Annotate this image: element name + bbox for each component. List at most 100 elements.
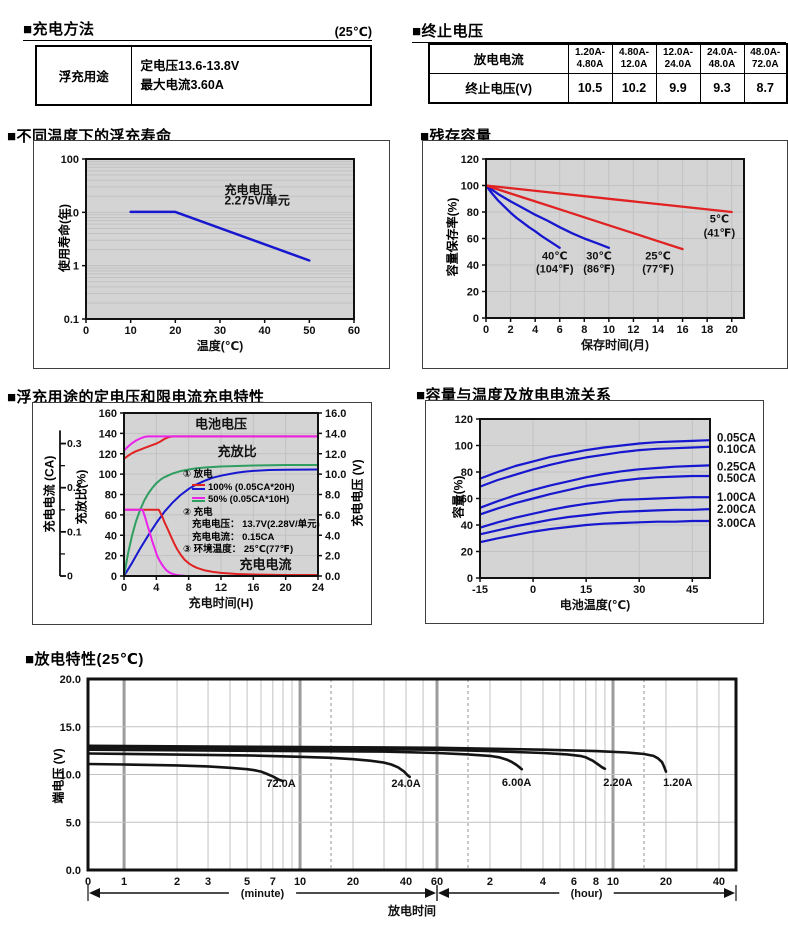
svg-text:20: 20	[347, 876, 359, 888]
legend-row: ① 放电	[183, 469, 320, 482]
svg-text:20: 20	[467, 287, 479, 299]
svg-text:(104℉): (104℉)	[536, 263, 574, 275]
svg-text:20: 20	[105, 551, 117, 563]
legend-label: ② 充电	[183, 506, 213, 518]
capacity-temp-chart: -15 0 15 30 450204060801001200.05CA0.10CA0.2…	[455, 414, 756, 612]
svg-text:3.00CA: 3.00CA	[717, 518, 756, 530]
svg-text:6: 6	[571, 876, 577, 888]
svg-text:25℃: 25℃	[645, 251, 671, 263]
end-voltage-value-cell: 9.9	[655, 72, 701, 104]
svg-text:2: 2	[487, 876, 493, 888]
svg-text:10: 10	[67, 207, 79, 219]
svg-text:10: 10	[294, 876, 306, 888]
svg-text:4: 4	[540, 876, 547, 888]
end-voltage-header-cell: 终止电压(V)	[428, 72, 569, 104]
legend-row: ③ 环境温度： 25℃(77℉)	[183, 544, 320, 557]
svg-text:5: 5	[244, 876, 250, 888]
constant-voltage-value: 定电压13.6-13.8V	[140, 59, 240, 74]
legend-label: 100% (0.05CA*20H)	[208, 481, 295, 493]
float-life-y-axis-label: 使用寿命(年)	[57, 204, 72, 272]
svg-text:0: 0	[467, 573, 473, 585]
svg-text:20: 20	[280, 582, 292, 594]
end-voltage-value-cell: 9.3	[699, 72, 745, 104]
residual-capacity-chart: 0 2 4 6 8 10 12 14 16 18 20 0 20 40 60 80 100 120 40℃(104℉…	[461, 154, 745, 352]
svg-text:充放比: 充放比	[218, 444, 257, 459]
svg-text:4.0: 4.0	[325, 530, 340, 542]
end-voltage-value-cell: 8.7	[743, 72, 788, 104]
range-line: 24.0A	[664, 58, 692, 70]
temp-note: (25℃)	[334, 25, 372, 39]
legend-row: 100% (0.05CA*20H)	[183, 482, 320, 495]
svg-text:100: 100	[461, 181, 479, 193]
svg-text:50: 50	[303, 325, 315, 337]
svg-text:120: 120	[461, 154, 479, 166]
table-row: 浮充用途 定电压13.6-13.8V 最大电流3.60A	[35, 45, 372, 106]
chart-legend: ① 放电 100% (0.05CA*20H) 50% (0.05CA*10H) ② 充…	[183, 469, 320, 557]
charging-method-table: 浮充用途 定电压13.6-13.8V 最大电流3.60A	[35, 45, 372, 106]
svg-text:8: 8	[186, 582, 192, 594]
range-line: 48.0A	[708, 58, 736, 70]
svg-text:20: 20	[660, 876, 672, 888]
float-life-chart-panel: 0 10 20 30 40 50 60 0.1 1 10 100 充电电压 2.275V/单元 温度(℃)	[33, 140, 390, 369]
charging-spec-cell: 定电压13.6-13.8V 最大电流3.60A	[130, 45, 372, 106]
svg-text:0: 0	[483, 324, 489, 336]
row-header-label: 浮充用途	[58, 70, 109, 84]
svg-text:20.0: 20.0	[60, 674, 81, 686]
voltage-value: 9.9	[669, 80, 687, 95]
svg-text:40: 40	[467, 260, 479, 272]
svg-text:0.25CA: 0.25CA	[717, 462, 756, 474]
legend-swatch	[192, 483, 205, 492]
current-range-cell: 48.0A- 72.0A	[743, 43, 788, 74]
svg-text:5.0: 5.0	[66, 817, 81, 829]
svg-text:40: 40	[461, 520, 473, 532]
row-header-label: 放电电流	[473, 53, 524, 68]
svg-text:(77℉): (77℉)	[642, 263, 674, 275]
svg-text:0.1: 0.1	[64, 314, 79, 326]
range-line: 4.80A	[576, 58, 604, 70]
legend-label: ① 放电	[183, 469, 213, 480]
section-title-charging-method: ■充电方法	[23, 21, 95, 38]
svg-text:4: 4	[153, 582, 160, 594]
svg-text:120: 120	[99, 449, 117, 461]
charge-characteristics-chart-panel: 0 4 8 12 16 20 24 0 20 40 60 80 100 120 140 160 0.0 2.0 4.…	[32, 402, 372, 625]
svg-text:40: 40	[400, 876, 412, 888]
svg-text:2: 2	[174, 876, 180, 888]
svg-text:6.0: 6.0	[325, 510, 340, 522]
section-title-capacity-temp: ■容量与温度及放电电流关系	[416, 387, 612, 404]
svg-text:8.0: 8.0	[325, 490, 340, 502]
voltage-value: 10.2	[621, 80, 647, 95]
svg-text:0.05CA: 0.05CA	[717, 433, 756, 445]
charge-current-axis-label: 充电电流 (CA)	[42, 455, 57, 533]
legend-row: ② 充电	[183, 507, 320, 520]
svg-text:10: 10	[607, 876, 619, 888]
svg-text:保存时间(月): 保存时间(月)	[580, 337, 649, 352]
discharge-chart-container: 0 1 2 3 5 7 10 20 40 60 2 4 6 8 10 20 40 0.0 5.0 10.0 15.0 20…	[0, 668, 788, 945]
legend-label: ③ 环境温度： 25℃(77℉)	[183, 544, 294, 556]
max-current-value: 最大电流3.60A	[140, 77, 224, 92]
svg-text:12: 12	[627, 324, 639, 336]
svg-text:0.2: 0.2	[67, 482, 82, 494]
range-line: 4.80A-	[618, 46, 649, 58]
svg-text:0.0: 0.0	[325, 571, 340, 583]
svg-text:30: 30	[214, 325, 226, 337]
svg-text:10.0: 10.0	[325, 469, 346, 481]
svg-text:2.0: 2.0	[325, 551, 340, 563]
svg-text:6.00A: 6.00A	[502, 777, 531, 789]
svg-text:100: 100	[99, 469, 117, 481]
terminal-voltage-axis-label: 端电压 (V)	[51, 748, 66, 804]
svg-text:7: 7	[270, 876, 276, 888]
svg-text:24: 24	[312, 582, 325, 594]
voltage-value: 9.3	[713, 80, 731, 95]
svg-text:20: 20	[169, 325, 181, 337]
voltage-value: 8.7	[756, 80, 774, 95]
svg-text:14: 14	[652, 324, 665, 336]
svg-text:0.1: 0.1	[67, 526, 82, 538]
table-row: 放电电流 1.20A- 4.80A 4.80A- 12.0A 12.0A- 24.0A…	[428, 43, 788, 74]
range-line: 12.0A	[620, 58, 648, 70]
svg-text:0: 0	[111, 571, 117, 583]
svg-text:0.10CA: 0.10CA	[717, 444, 756, 456]
svg-text:0: 0	[85, 876, 91, 888]
legend-label: 充电电压： 13.7V(2.28V/单元)	[192, 519, 320, 531]
svg-text:60: 60	[467, 234, 479, 246]
range-line: 1.20A-	[574, 46, 605, 58]
